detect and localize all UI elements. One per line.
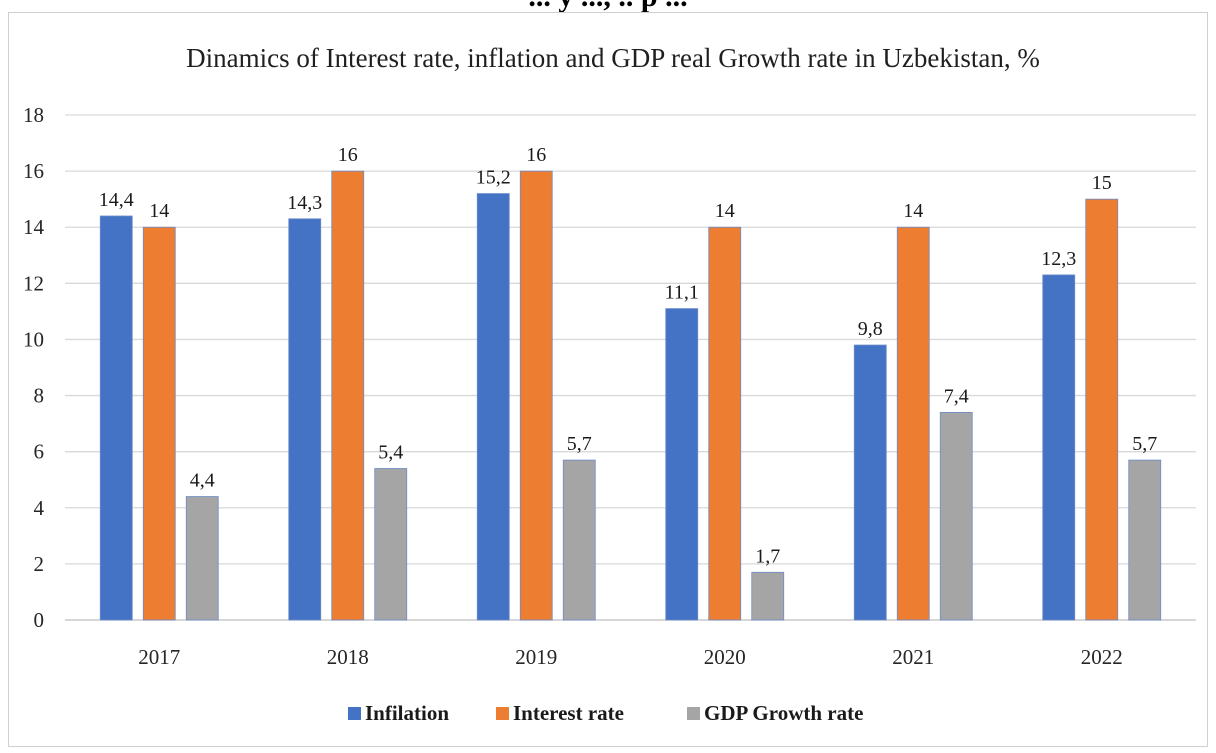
bar <box>665 308 699 621</box>
data-label: 14 <box>715 200 735 222</box>
x-tick-label: 2021 <box>892 645 934 669</box>
gridlines <box>65 114 1196 621</box>
y-tick-label: 14 <box>23 215 45 239</box>
cropped-heading-text: ... y ..., .. p ... <box>0 0 1216 14</box>
x-tick-label: 2017 <box>138 645 180 669</box>
bar <box>1042 274 1076 621</box>
chart-title: Dinamics of Interest rate, inflation and… <box>186 43 1040 73</box>
data-label: 14 <box>903 200 923 222</box>
data-label: 16 <box>526 144 546 166</box>
axis-ticks: 0 2 4 6 8 10 12 14 16 18 2017 2018 2019 2020 2021 2022 <box>23 103 1123 669</box>
data-label: 5,4 <box>378 442 403 464</box>
legend-label: Interest rate <box>513 701 624 725</box>
bar <box>1085 198 1119 621</box>
legend-label: GDP Growth rate <box>704 701 863 725</box>
legend-label: Infilation <box>365 701 449 725</box>
y-tick-label: 18 <box>23 103 44 127</box>
bar <box>939 411 973 621</box>
bar <box>708 226 742 621</box>
data-label: 15 <box>1092 172 1112 194</box>
y-tick-label: 4 <box>34 496 45 520</box>
bar <box>374 468 408 621</box>
cropped-heading-strip: ... y ..., .. p ... <box>0 0 1216 14</box>
bar <box>562 459 596 621</box>
bar <box>288 218 322 621</box>
bar <box>751 571 785 621</box>
data-label: 14,3 <box>287 192 322 214</box>
bar <box>476 193 510 621</box>
chart-frame <box>8 12 1208 747</box>
bar <box>185 496 219 621</box>
data-label: 16 <box>338 144 358 166</box>
bars <box>99 170 1162 621</box>
data-label: 5,7 <box>1132 433 1157 455</box>
y-tick-label: 8 <box>34 384 45 408</box>
bar <box>896 226 930 621</box>
data-label: 7,4 <box>944 385 969 407</box>
data-labels: 14,4 14 4,4 14,3 16 5,4 15,2 16 5,7 11,1 14 1,7 9,8 1… <box>99 144 1158 567</box>
x-tick-label: 2022 <box>1081 645 1123 669</box>
x-tick-label: 2019 <box>515 645 557 669</box>
data-label: 1,7 <box>755 545 780 567</box>
data-label: 4,4 <box>190 470 215 492</box>
bar <box>331 170 365 621</box>
y-tick-label: 2 <box>34 552 45 576</box>
data-label: 9,8 <box>858 318 883 340</box>
data-label: 14,4 <box>99 189 134 211</box>
data-label: 5,7 <box>567 433 592 455</box>
y-tick-label: 0 <box>34 608 45 632</box>
legend-swatch <box>348 707 361 720</box>
bar <box>519 170 553 621</box>
legend-swatch <box>687 707 700 720</box>
y-tick-label: 10 <box>23 327 44 351</box>
legend: Infilation Interest rate GDP Growth rate <box>348 701 863 725</box>
data-label: 14 <box>149 200 169 222</box>
x-tick-label: 2020 <box>704 645 746 669</box>
x-tick-label: 2018 <box>327 645 369 669</box>
bar <box>99 215 133 621</box>
data-label: 12,3 <box>1041 248 1076 270</box>
bar <box>853 344 887 621</box>
bar <box>142 226 176 621</box>
data-label: 11,1 <box>665 282 699 304</box>
y-tick-label: 12 <box>23 271 44 295</box>
legend-swatch <box>496 707 509 720</box>
y-tick-label: 6 <box>34 440 45 464</box>
y-tick-label: 16 <box>23 159 44 183</box>
bar <box>1128 459 1162 621</box>
data-label: 15,2 <box>476 167 511 189</box>
